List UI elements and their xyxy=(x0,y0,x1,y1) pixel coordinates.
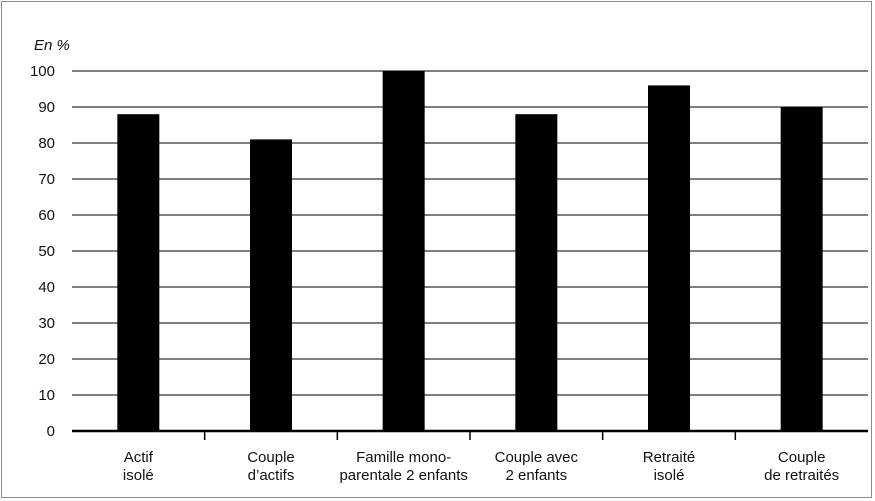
x-category-label: Couple avec 2 enfants xyxy=(495,449,579,484)
x-category-labels: Actif isolé Couple d’actifs Famille mono-par… xyxy=(123,449,839,484)
y-tick-label: 10 xyxy=(38,387,55,404)
y-tick-label: 20 xyxy=(38,351,55,368)
y-tick-label: 0 xyxy=(47,423,55,440)
bar-2 xyxy=(250,139,292,431)
y-unit-label: En % xyxy=(34,37,70,54)
x-category-label: Couple de retraités xyxy=(764,449,839,484)
y-tick-label: 30 xyxy=(38,315,55,332)
x-category-label: Actif isolé xyxy=(123,449,154,484)
y-tick-label: 70 xyxy=(38,171,55,188)
gridlines xyxy=(72,70,868,396)
x-axis xyxy=(72,429,868,440)
y-tick-label: 50 xyxy=(38,243,55,260)
y-tick-label: 100 xyxy=(30,63,55,80)
bar-4 xyxy=(515,114,558,431)
y-tick-label: 80 xyxy=(38,135,55,152)
y-tick-labels: 0 10 20 30 40 50 60 70 80 90 100 xyxy=(30,63,55,440)
y-tick-label: 60 xyxy=(38,207,55,224)
y-tick-label: 90 xyxy=(38,99,55,116)
bar-3 xyxy=(382,71,425,431)
x-category-label: Famille mono-parentale 2 enfants xyxy=(339,449,467,484)
y-tick-label: 40 xyxy=(38,279,55,296)
bars xyxy=(117,71,823,432)
bar-6 xyxy=(780,107,823,431)
x-category-label: Couple d’actifs xyxy=(247,449,295,484)
bar-5 xyxy=(648,85,690,432)
x-category-label: Retraité isolé xyxy=(643,449,696,484)
bar-1 xyxy=(117,114,160,431)
